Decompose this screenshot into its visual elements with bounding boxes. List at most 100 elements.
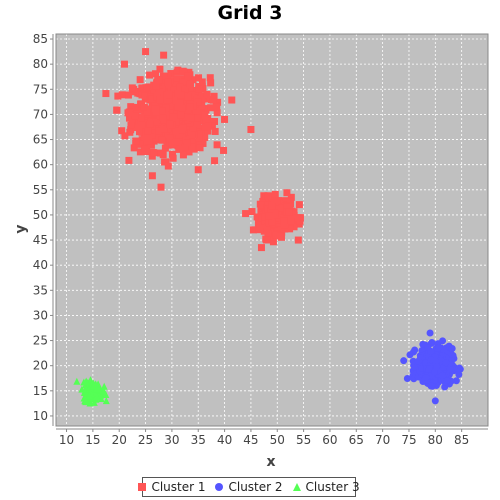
y-tick-label: 15 (33, 384, 48, 398)
data-point (295, 201, 303, 209)
data-point (208, 122, 216, 130)
legend: Cluster 1 Cluster 2 Cluster 3 (138, 477, 360, 497)
x-tick-label: 25 (138, 433, 153, 447)
data-point (427, 382, 435, 390)
data-point (176, 83, 184, 91)
data-point (186, 80, 194, 88)
data-point (153, 134, 161, 142)
data-point (204, 122, 212, 130)
data-point (136, 140, 144, 148)
legend-label: Cluster 1 (151, 480, 206, 494)
data-point (207, 79, 215, 87)
data-point (161, 158, 169, 166)
data-point (124, 91, 132, 99)
data-point (211, 127, 219, 135)
legend-item-cluster-1: Cluster 1 (138, 480, 205, 494)
y-tick-label: 45 (33, 233, 48, 247)
data-point (411, 363, 419, 371)
data-point (141, 145, 149, 153)
data-point (210, 92, 218, 100)
data-point (209, 96, 217, 104)
y-tick-label: 85 (33, 32, 48, 46)
data-point (125, 108, 133, 116)
x-tick-label: 30 (164, 433, 179, 447)
data-point (118, 91, 126, 99)
data-point (148, 95, 156, 103)
data-point (195, 130, 203, 138)
data-point (127, 121, 135, 129)
data-point (131, 112, 139, 120)
y-tick-label: 35 (33, 283, 48, 297)
data-point (167, 102, 175, 110)
data-point (164, 162, 172, 170)
data-point (414, 357, 422, 365)
data-point (198, 102, 206, 110)
x-tick-label: 35 (191, 433, 206, 447)
square-marker-icon (138, 483, 147, 491)
x-tick-label: 45 (243, 433, 258, 447)
data-point (164, 125, 172, 133)
y-tick-label: 50 (33, 208, 48, 222)
data-point (158, 107, 166, 115)
data-point (130, 144, 138, 152)
plot-border (55, 33, 489, 427)
data-point (144, 83, 152, 91)
data-point (172, 81, 180, 89)
data-point (175, 145, 183, 153)
data-point (201, 133, 209, 141)
data-points (73, 48, 464, 407)
data-point (204, 127, 212, 135)
data-point (268, 202, 276, 210)
data-point (430, 368, 438, 376)
data-point (257, 244, 265, 252)
data-point (162, 104, 170, 112)
data-point (213, 103, 221, 111)
x-tick-label: 55 (296, 433, 311, 447)
data-point (255, 226, 263, 234)
data-point (177, 111, 185, 119)
data-point (207, 104, 215, 112)
data-point (198, 92, 206, 100)
data-point (180, 68, 188, 76)
data-point (82, 398, 90, 406)
data-point (201, 111, 209, 119)
data-point (409, 357, 417, 365)
data-point (211, 118, 219, 126)
data-point (280, 217, 288, 225)
data-point (263, 236, 271, 244)
data-point (140, 103, 148, 111)
data-point (181, 85, 189, 93)
data-point (132, 124, 140, 132)
data-point (118, 127, 126, 135)
data-point (283, 189, 291, 197)
data-point (287, 193, 295, 201)
data-point (187, 114, 195, 122)
data-point (193, 114, 201, 122)
data-point (203, 118, 211, 126)
data-point (164, 78, 172, 86)
data-point (143, 108, 151, 116)
data-point (128, 117, 136, 125)
data-point (411, 346, 419, 354)
data-point (433, 363, 441, 371)
x-axis-label: x (266, 454, 275, 470)
data-point (152, 70, 160, 78)
data-point (263, 223, 271, 231)
data-point (422, 373, 430, 381)
data-point (211, 157, 219, 165)
data-point (283, 203, 291, 211)
chart-title: Grid 3 (217, 2, 283, 24)
data-point (166, 134, 174, 142)
data-point (242, 210, 250, 218)
data-point (175, 131, 183, 139)
x-tick-label: 10 (59, 433, 74, 447)
data-point (168, 140, 176, 148)
data-point (176, 137, 184, 145)
data-point (168, 150, 176, 158)
data-point (195, 134, 203, 142)
data-point (178, 104, 186, 112)
data-point (93, 393, 101, 401)
data-point (141, 139, 149, 147)
data-point (196, 138, 204, 146)
data-point (264, 192, 272, 200)
